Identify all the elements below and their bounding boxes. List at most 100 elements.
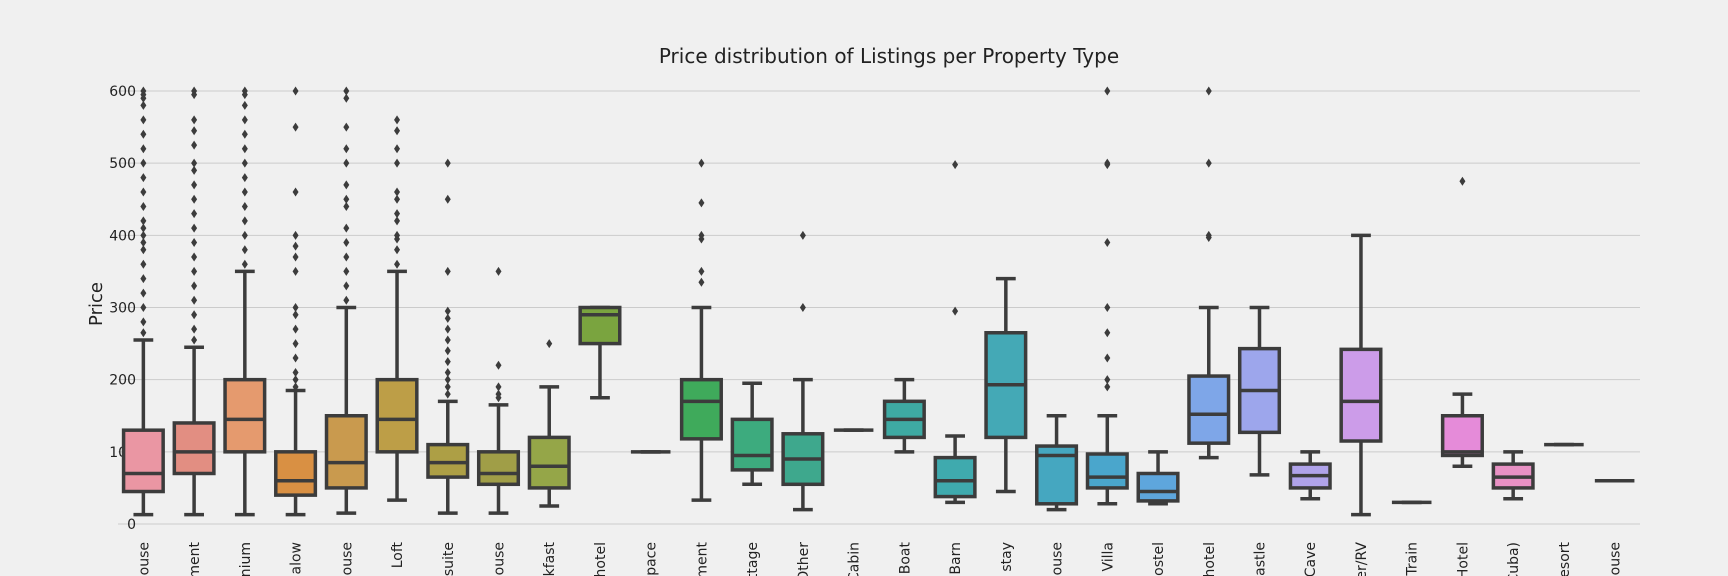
outlier-point (952, 306, 959, 316)
outlier-point (292, 230, 299, 240)
outlier-point (140, 303, 147, 312)
box-7 (426, 158, 470, 515)
iqr-box (1440, 414, 1484, 458)
outlier-point (698, 277, 705, 287)
outlier-point (1205, 158, 1212, 168)
chart-title: Price distribution of Listings per Prope… (659, 44, 1119, 68)
x-tick-label: Cabin (847, 542, 863, 576)
outlier-point (191, 86, 198, 96)
y-tick-label: 500 (109, 156, 136, 172)
outlier-point (140, 158, 147, 168)
outlier-point (444, 324, 451, 334)
outlier-point (394, 230, 401, 240)
x-tick-label: ostel (1151, 542, 1167, 576)
y-tick-label: 600 (109, 84, 136, 100)
outlier-point (140, 238, 147, 248)
outlier-point (140, 187, 147, 197)
outlier-point (394, 158, 401, 168)
x-tick-label: alow (289, 542, 305, 574)
outlier-point (191, 295, 198, 305)
y-tick-label: 0 (127, 517, 136, 533)
x-tick-label: ment (187, 542, 203, 576)
outlier-point (292, 187, 299, 197)
outlier-point (343, 266, 350, 276)
outlier-point (444, 266, 451, 276)
x-tick-label: nium (238, 542, 254, 576)
box-23 (1237, 305, 1282, 477)
outlier-point (191, 266, 198, 276)
iqr-box (1085, 452, 1129, 490)
x-tick-label: ment (694, 542, 710, 576)
outlier-point (1104, 328, 1111, 338)
outlier-point (140, 100, 147, 110)
outlier-point (191, 335, 198, 345)
iqr-box (730, 417, 774, 472)
box-8 (476, 266, 521, 515)
outlier-point (140, 274, 147, 284)
iqr-box (274, 450, 318, 497)
outlier-point (698, 230, 705, 240)
outlier-point (343, 238, 350, 248)
box-10 (578, 305, 622, 400)
outlier-point (140, 223, 147, 233)
y-tick-label: 200 (109, 373, 136, 389)
outlier-point (292, 353, 299, 363)
iqr-box (426, 442, 470, 479)
outlier-point (241, 216, 248, 226)
iqr-box (679, 377, 723, 441)
box-17 (933, 160, 977, 505)
outlier-point (343, 180, 350, 190)
box-1 (121, 86, 165, 517)
outlier-point (495, 360, 502, 370)
outlier-point (1104, 86, 1111, 96)
outlier-point (241, 100, 248, 110)
outlier-point (191, 158, 198, 168)
outlier-point (241, 173, 248, 183)
box-13 (730, 381, 774, 487)
outlier-point (444, 357, 451, 367)
outlier-point (292, 324, 299, 334)
outlier-point (343, 122, 350, 132)
outlier-point (140, 230, 147, 240)
box-9 (527, 339, 571, 508)
outlier-point (241, 129, 248, 139)
box-27 (1440, 176, 1484, 469)
outlier-point (292, 241, 299, 251)
box-28 (1491, 450, 1535, 501)
outlier-point (1104, 353, 1111, 363)
iqr-box (223, 377, 267, 454)
x-tick-label: astle (1253, 542, 1269, 576)
iqr-box (1136, 471, 1180, 503)
outlier-point (241, 115, 248, 125)
x-tick-label: Cave (1303, 542, 1319, 576)
outlier-point (191, 180, 198, 190)
outlier-point (140, 115, 147, 125)
x-tick-label: Barn (948, 542, 964, 575)
outlier-point (292, 375, 299, 385)
outlier-point (191, 252, 198, 262)
y-tick-label: 400 (109, 228, 136, 244)
outlier-point (191, 238, 198, 248)
box-16 (882, 377, 926, 454)
outlier-point (1104, 238, 1111, 248)
outlier-point (140, 201, 147, 211)
box-24 (1288, 450, 1332, 501)
outlier-point (191, 310, 198, 320)
outlier-point (241, 158, 248, 168)
outlier-point (394, 209, 401, 219)
outlier-point (394, 216, 401, 226)
x-tick-label: Loft (390, 541, 406, 568)
outlier-point (343, 93, 350, 103)
iqr-box (1187, 374, 1231, 445)
outlier-point (241, 86, 248, 96)
outlier-point (1104, 382, 1111, 392)
x-tick-label: ouse (492, 542, 508, 575)
outlier-point (191, 324, 198, 334)
outlier-point (140, 245, 147, 255)
iqr-box (527, 435, 571, 490)
outlier-point (191, 126, 198, 136)
outlier-point (1205, 230, 1212, 240)
outlier-point (241, 230, 248, 240)
outlier-point (343, 295, 350, 305)
